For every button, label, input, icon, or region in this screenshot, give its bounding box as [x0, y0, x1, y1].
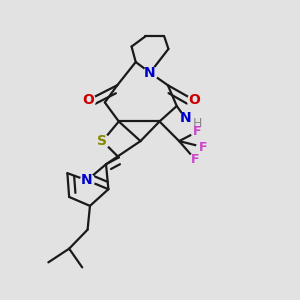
Text: S: S [98, 134, 107, 148]
Text: N: N [180, 112, 191, 125]
Text: F: F [199, 140, 207, 154]
Text: O: O [188, 93, 200, 107]
Text: N: N [144, 66, 156, 80]
Text: F: F [193, 125, 202, 138]
Text: O: O [82, 93, 94, 107]
Text: H: H [193, 117, 202, 130]
Text: N: N [81, 173, 93, 187]
Text: F: F [191, 153, 200, 166]
